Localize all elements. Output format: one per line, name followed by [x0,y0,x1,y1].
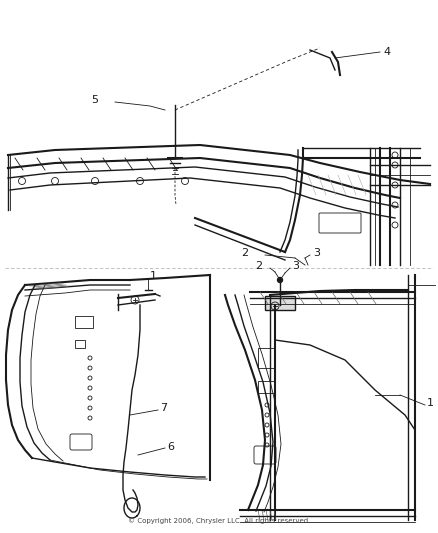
Text: 3: 3 [292,261,299,271]
Text: 5: 5 [91,95,98,105]
Text: 7: 7 [160,403,167,413]
Bar [258,348,274,368]
Text: 1: 1 [427,398,434,408]
Text: 4: 4 [437,280,438,290]
Bar [258,381,274,393]
Bar [75,316,93,328]
Text: 3: 3 [313,248,320,258]
Circle shape [278,278,283,282]
Text: 4: 4 [383,47,390,57]
Text: 2: 2 [241,248,248,258]
Bar [75,340,85,348]
Text: 6: 6 [167,442,174,452]
Text: 1: 1 [150,271,157,281]
Bar [265,296,295,310]
Text: 2: 2 [255,261,262,271]
Text: © Copyright 2006, Chrysler LLC. All rights reserved.: © Copyright 2006, Chrysler LLC. All righ… [128,518,310,524]
